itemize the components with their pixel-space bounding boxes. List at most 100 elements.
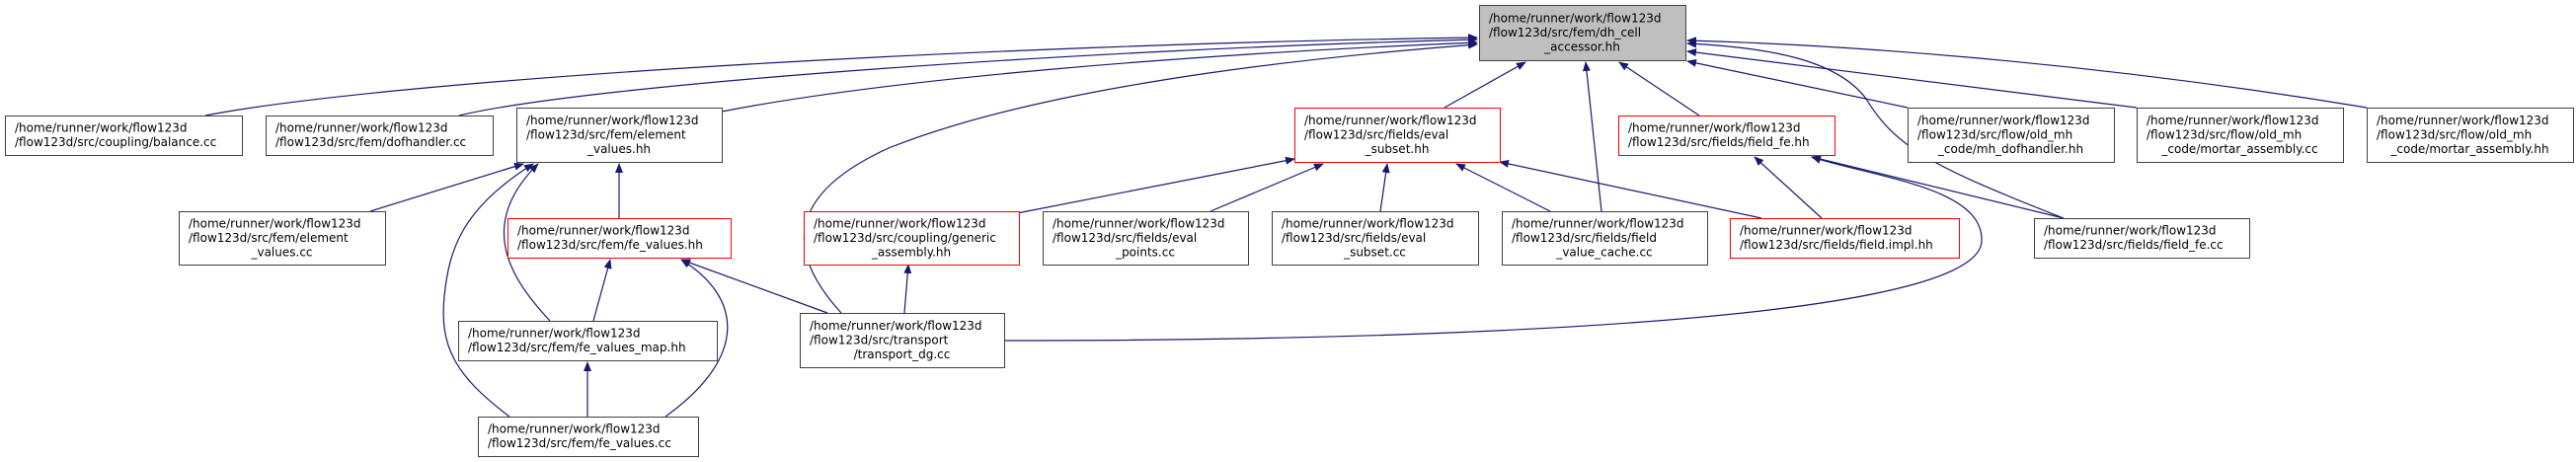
- node-box: [1908, 108, 2115, 163]
- node-label-line: /flow123d/src/fem/dofhandler.cc: [275, 135, 466, 149]
- node-label-line: /flow123d/src/fields/eval: [1053, 231, 1197, 245]
- node-box: [2137, 108, 2344, 163]
- node-label-line: /home/runner/work/flow123d: [1917, 114, 2090, 127]
- node-label-line: /home/runner/work/flow123d: [189, 216, 361, 230]
- edge-field_impl_hh-to-eval_subset_hh: [1499, 159, 1762, 219]
- node-label-line: _code/mortar_assembly.cc: [2160, 142, 2317, 156]
- node-box: [804, 211, 1020, 266]
- edge-transport_dg_cc-to-field_fe_hh: [1003, 155, 1983, 342]
- node-fe_values_map_hh[interactable]: /home/runner/work/flow123d/flow123d/src/…: [458, 321, 718, 361]
- node-fe_values_cc[interactable]: /home/runner/work/flow123d/flow123d/src/…: [478, 417, 699, 457]
- edge-eval_subset_hh-to-dh_cell_accessor: [1444, 61, 1526, 109]
- node-label-line: /home/runner/work/flow123d: [488, 423, 661, 436]
- node-label-line: /flow123d/src/fields/eval: [1304, 127, 1448, 141]
- edge-fe_values_cc-to-fe_values_hh: [664, 259, 729, 418]
- node-label-line: /flow123d/src/flow/old_mh: [2377, 127, 2532, 141]
- edge-generic_assembly_hh-to-eval_subset_hh: [1016, 156, 1295, 214]
- node-field_impl_hh[interactable]: /home/runner/work/flow123d/flow123d/src/…: [1730, 218, 1960, 259]
- node-label-line: /flow123d/src/fem/element: [526, 127, 686, 141]
- edge-mortar_assembly_cc-to-dh_cell_accessor: [1686, 48, 2138, 109]
- edge-element_values_cc-to-element_values_hh: [369, 162, 524, 212]
- node-field_fe_cc[interactable]: /home/runner/work/flow123d/flow123d/src/…: [2034, 218, 2250, 259]
- node-label-line: /home/runner/work/flow123d: [1053, 216, 1225, 230]
- node-label-line: /flow123d/src/fields/field_fe.hh: [1628, 135, 1810, 149]
- edge-eval_subset_cc-to-eval_subset_hh: [1379, 163, 1390, 212]
- node-label-line: /flow123d/src/flow/old_mh: [1917, 127, 2072, 141]
- node-label-line: /home/runner/work/flow123d: [1740, 224, 1912, 238]
- node-box: [5, 116, 243, 156]
- edge-mh_dofhandler_hh-to-dh_cell_accessor: [1686, 58, 1909, 109]
- node-label-line: /transport_dg.cc: [854, 347, 951, 361]
- node-generic_assembly_hh[interactable]: /home/runner/work/flow123d/flow123d/src/…: [804, 211, 1020, 266]
- edge-fe_values_map_hh-to-fe_values_hh: [592, 259, 612, 322]
- node-label-line: /home/runner/work/flow123d: [814, 216, 986, 230]
- node-label-line: _subset.hh: [1365, 142, 1430, 156]
- edge-eval_points_cc-to-eval_subset_hh: [1210, 163, 1324, 212]
- edge-field_impl_hh-to-field_fe_hh: [1754, 156, 1823, 219]
- node-label-line: /flow123d/src/flow/old_mh: [2147, 127, 2302, 141]
- node-label-line: /home/runner/work/flow123d: [1282, 216, 1454, 230]
- node-box: [458, 321, 718, 361]
- node-balance_cc[interactable]: /home/runner/work/flow123d/flow123d/src/…: [5, 116, 243, 156]
- edge-fe_values_cc-to-element_values_hh: [442, 163, 534, 418]
- edge-field_fe_cc-to-field_fe_hh: [1811, 155, 2065, 219]
- node-box: [516, 108, 723, 163]
- node-box: [800, 313, 1005, 368]
- node-eval_subset_cc[interactable]: /home/runner/work/flow123d/flow123d/src/…: [1272, 211, 1479, 266]
- node-box: [2367, 108, 2574, 163]
- node-box: [1730, 218, 1960, 259]
- node-mortar_assembly_cc[interactable]: /home/runner/work/flow123d/flow123d/src/…: [2137, 108, 2344, 163]
- edge-dofhandler_cc-to-dh_cell_accessor: [458, 36, 1478, 116]
- node-label-line: /home/runner/work/flow123d: [2147, 114, 2319, 127]
- node-label-line: _subset.cc: [1343, 245, 1406, 259]
- node-transport_dg_cc[interactable]: /home/runner/work/flow123d/flow123d/src/…: [800, 313, 1005, 368]
- node-box: [1272, 211, 1479, 266]
- node-element_values_cc[interactable]: /home/runner/work/flow123d/flow123d/src/…: [179, 211, 386, 266]
- node-box: [2034, 218, 2250, 259]
- node-label-line: /flow123d/src/fields/eval: [1282, 231, 1426, 245]
- node-label-line: /home/runner/work/flow123d: [1304, 114, 1477, 127]
- node-label-line: _value_cache.cc: [1555, 245, 1652, 259]
- edge-mortar_assembly_hh-to-dh_cell_accessor: [1686, 37, 2368, 109]
- node-dofhandler_cc[interactable]: /home/runner/work/flow123d/flow123d/src/…: [266, 116, 494, 156]
- node-label-line: /home/runner/work/flow123d: [468, 327, 641, 341]
- node-label-line: /flow123d/src/coupling/balance.cc: [15, 135, 216, 149]
- node-label-line: /flow123d/src/transport: [810, 333, 949, 346]
- node-label-line: /home/runner/work/flow123d: [1512, 216, 1684, 230]
- edge-field_fe_hh-to-dh_cell_accessor: [1618, 61, 1700, 116]
- node-eval_subset_hh[interactable]: /home/runner/work/flow123d/flow123d/src/…: [1294, 108, 1501, 163]
- node-label-line: /home/runner/work/flow123d: [2377, 114, 2549, 127]
- node-label-line: /flow123d/src/fem/fe_values_map.hh: [468, 341, 686, 354]
- node-fe_values_hh[interactable]: /home/runner/work/flow123d/flow123d/src/…: [507, 218, 732, 259]
- edge-field_value_cache_cc-to-eval_subset_hh: [1455, 163, 1551, 212]
- node-box: [1479, 5, 1686, 61]
- node-label-line: /flow123d/src/fields/field: [1512, 231, 1657, 245]
- edge-transport_dg_cc-to-generic_assembly_hh: [903, 264, 912, 314]
- node-label-line: /home/runner/work/flow123d: [1489, 11, 1662, 25]
- node-label-line: /flow123d/src/fem/fe_values.hh: [517, 238, 703, 252]
- node-label-line: _assembly.hh: [871, 245, 951, 259]
- node-label-line: _code/mh_dofhandler.hh: [1937, 142, 2083, 156]
- node-label-line: /flow123d/src/fem/element: [189, 231, 349, 245]
- node-label-line: /flow123d/src/fem/fe_values.cc: [488, 436, 671, 450]
- node-box: [266, 116, 494, 156]
- node-box: [1618, 116, 1835, 156]
- node-box: [1294, 108, 1501, 163]
- node-label-line: /home/runner/work/flow123d: [517, 224, 690, 238]
- node-mh_dofhandler_hh[interactable]: /home/runner/work/flow123d/flow123d/src/…: [1908, 108, 2115, 163]
- node-label-line: /home/runner/work/flow123d: [810, 319, 982, 333]
- node-eval_points_cc[interactable]: /home/runner/work/flow123d/flow123d/src/…: [1043, 211, 1249, 266]
- node-dh_cell_accessor[interactable]: /home/runner/work/flow123d/flow123d/src/…: [1479, 5, 1686, 61]
- node-label-line: /home/runner/work/flow123d: [15, 121, 188, 135]
- edge-fe_values_map_hh-to-element_values_hh: [503, 163, 551, 322]
- node-field_fe_hh[interactable]: /home/runner/work/flow123d/flow123d/src/…: [1618, 116, 1835, 156]
- node-label-line: /home/runner/work/flow123d: [1628, 121, 1801, 135]
- node-box: [478, 417, 699, 457]
- node-label-line: /home/runner/work/flow123d: [2044, 224, 2217, 238]
- node-box: [1043, 211, 1249, 266]
- node-label-line: _points.cc: [1115, 245, 1175, 259]
- node-mortar_assembly_hh[interactable]: /home/runner/work/flow123d/flow123d/src/…: [2367, 108, 2574, 163]
- node-element_values_hh[interactable]: /home/runner/work/flow123d/flow123d/src/…: [516, 108, 723, 163]
- node-field_value_cache_cc[interactable]: /home/runner/work/flow123d/flow123d/src/…: [1502, 211, 1708, 266]
